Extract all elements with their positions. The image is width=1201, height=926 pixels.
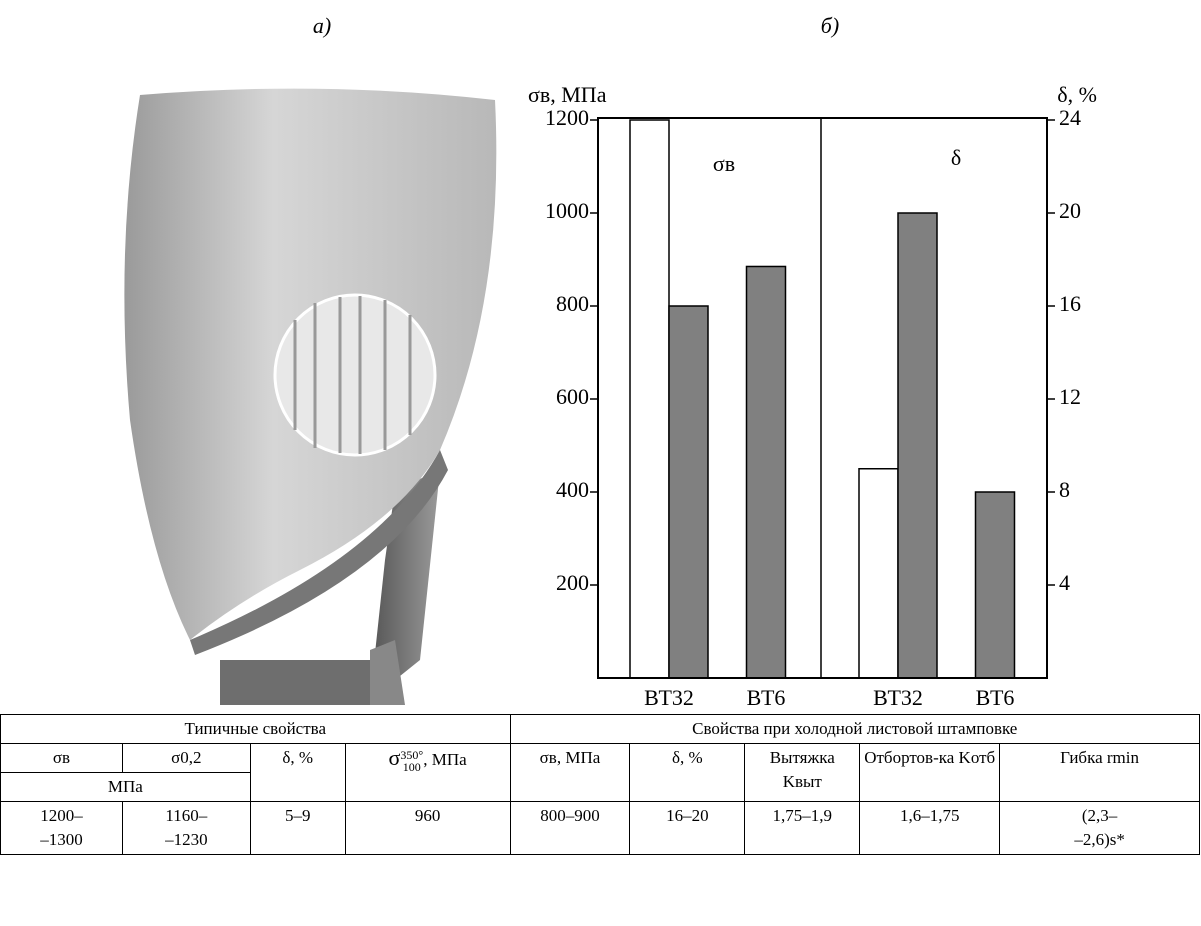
- table-cell: 5–9: [250, 802, 345, 855]
- column-header: δ, %: [630, 744, 745, 802]
- y2-tick-label: 16: [1059, 291, 1081, 316]
- unit-header: МПа: [1, 773, 251, 802]
- y-axis-label: σв, МПа: [528, 82, 607, 107]
- column-header: σ0,2: [122, 744, 250, 773]
- bar: [747, 266, 786, 678]
- y-tick-label: 200: [556, 570, 589, 595]
- table-cell: 16–20: [630, 802, 745, 855]
- x-tick-label: ВТ6: [747, 685, 786, 710]
- bar: [898, 213, 937, 678]
- y2-tick-label: 20: [1059, 198, 1081, 223]
- table-cell: 1200– –1300: [1, 802, 123, 855]
- panel-label: а): [313, 13, 331, 38]
- group-label: σв: [713, 151, 735, 176]
- y2-tick-label: 12: [1059, 384, 1081, 409]
- bar: [630, 120, 669, 678]
- group-header: Свойства при холодной листовой штамповке: [510, 715, 1199, 744]
- group-header: Типичные свойства: [1, 715, 511, 744]
- y-tick-label: 600: [556, 384, 589, 409]
- column-header: Вытяжка Kвыт: [745, 744, 860, 802]
- x-tick-label: ВТ32: [644, 685, 694, 710]
- y2-axis-label: δ, %: [1057, 82, 1097, 107]
- y2-tick-label: 24: [1059, 105, 1081, 130]
- bar: [976, 492, 1015, 678]
- y-tick-label: 800: [556, 291, 589, 316]
- y-tick-label: 1000: [545, 198, 589, 223]
- x-tick-label: ВТ32: [873, 685, 923, 710]
- group-label: δ: [951, 145, 961, 170]
- y-tick-label: 1200: [545, 105, 589, 130]
- y2-tick-label: 8: [1059, 477, 1070, 502]
- y2-tick-label: 4: [1059, 570, 1070, 595]
- column-header: Гибка rmin: [1000, 744, 1200, 802]
- column-header: σв, МПа: [510, 744, 630, 802]
- column-header: δ, %: [250, 744, 345, 802]
- unit: , МПа: [423, 750, 466, 769]
- page: а) б) σв, МПаδ, %20040060080010001200481…: [0, 0, 1201, 926]
- figure: а) б) σв, МПа δ, % 200 400 600 800 1000 1200 4 8 1…: [0, 0, 1201, 712]
- column-header: σв: [1, 744, 123, 773]
- table-cell: 960: [345, 802, 510, 855]
- y-tick-label: 400: [556, 477, 589, 502]
- blade-image: [124, 89, 496, 705]
- table-cell: 1,75–1,9: [745, 802, 860, 855]
- sub: 100: [400, 761, 423, 773]
- panel-label: б): [821, 13, 839, 38]
- table-cell: 800–900: [510, 802, 630, 855]
- table-cell: 1,6–1,75: [860, 802, 1000, 855]
- bar: [859, 469, 898, 678]
- x-tick-label: ВТ6: [976, 685, 1015, 710]
- bar: [669, 306, 708, 678]
- symbol: σ: [389, 745, 401, 770]
- column-header: Отбортов-ка Kотб: [860, 744, 1000, 802]
- table: Типичные свойства Свойства при холодной …: [0, 714, 1200, 855]
- table-cell: 1160– –1230: [122, 802, 250, 855]
- table-cell: (2,3– –2,6)s*: [1000, 802, 1200, 855]
